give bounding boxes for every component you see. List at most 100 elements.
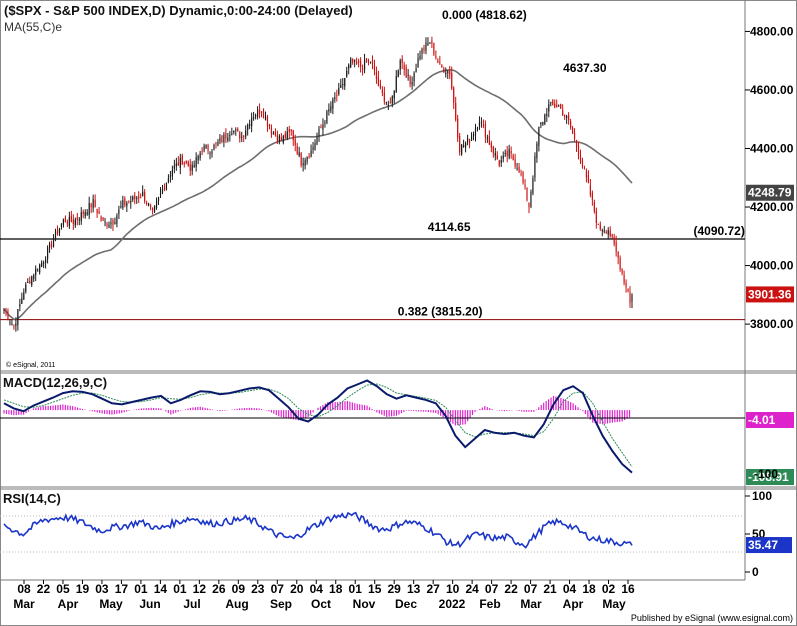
candle: [627, 288, 629, 293]
x-axis-day-labels: 08 22 05 19 03 17 01 14 01 12 26 09 23 07 20 04 18 01 15 29…: [17, 580, 635, 596]
candle: [280, 132, 282, 142]
candle: [64, 215, 67, 223]
candle: [148, 202, 150, 207]
candle: [52, 234, 55, 248]
candle: [474, 123, 477, 142]
candle: [506, 146, 508, 163]
candle: [215, 141, 217, 149]
candle: [320, 124, 322, 129]
candle: [560, 103, 562, 109]
price-annotation: 0.000 (4818.62): [442, 8, 527, 22]
candle: [74, 217, 76, 228]
candle: [203, 143, 205, 153]
x-day-label: 27: [426, 582, 440, 596]
candle: [114, 217, 116, 225]
candle: [348, 63, 350, 75]
candle: [496, 151, 498, 160]
candle: [98, 206, 100, 215]
candle: [233, 130, 235, 135]
candle: [118, 205, 120, 220]
ma-legend: MA(55,C)e: [4, 20, 62, 34]
candle: [601, 228, 603, 237]
candle: [609, 226, 611, 238]
candle: [356, 57, 358, 65]
candle: [579, 149, 582, 164]
candle: [607, 227, 609, 239]
candle: [407, 68, 409, 81]
candle: [116, 213, 118, 228]
candle: [344, 77, 346, 90]
candle: [23, 288, 25, 300]
candle: [27, 278, 29, 284]
candle: [581, 157, 584, 169]
candle: [568, 112, 570, 125]
candle: [429, 42, 431, 45]
x-month-label: Aug: [225, 597, 248, 611]
candle: [569, 118, 572, 130]
candle: [330, 101, 332, 114]
footer-credit: Published by eSignal (www.esignal.com): [631, 613, 793, 623]
candle: [171, 165, 173, 181]
candle: [11, 320, 13, 326]
candle: [88, 196, 90, 220]
candle: [526, 187, 528, 202]
candle: [175, 157, 177, 171]
candle: [106, 221, 108, 229]
candle: [130, 195, 132, 209]
candle: [185, 160, 187, 165]
x-month-label: Jun: [139, 597, 160, 611]
candle: [625, 279, 627, 293]
candle: [272, 131, 275, 135]
candle: [146, 200, 148, 206]
candle: [132, 195, 134, 202]
candle: [17, 309, 19, 331]
candle: [253, 111, 255, 121]
candle: [619, 255, 621, 272]
candle: [221, 134, 223, 144]
candle: [191, 161, 193, 176]
candle: [558, 104, 560, 107]
candle: [177, 155, 179, 166]
candle: [631, 293, 633, 309]
candle: [516, 162, 518, 171]
candle: [288, 125, 290, 139]
candle: [445, 67, 447, 78]
candle: [56, 225, 59, 236]
candle: [359, 57, 362, 73]
candle: [151, 207, 154, 215]
price-tick-label: 4800.00: [750, 24, 794, 38]
candle: [39, 263, 41, 275]
candle: [324, 120, 326, 128]
candle: [629, 286, 631, 308]
candle: [235, 127, 237, 136]
candle: [405, 64, 407, 78]
x-day-label: 21: [543, 582, 557, 596]
candle: [363, 53, 366, 74]
candle: [575, 139, 578, 152]
x-day-label: 10: [446, 582, 460, 596]
candle: [593, 199, 595, 214]
candle: [142, 185, 144, 197]
candle: [256, 106, 259, 120]
candle: [80, 207, 82, 225]
candle: [328, 103, 330, 116]
candle: [476, 126, 479, 132]
candle: [552, 99, 554, 106]
candle: [205, 144, 207, 150]
candle: [308, 153, 310, 159]
candle: [587, 170, 590, 184]
candle: [120, 200, 122, 209]
candle: [502, 151, 504, 163]
candle: [603, 225, 605, 234]
price-tag-label: 4248.79: [748, 186, 792, 200]
candle: [58, 227, 61, 237]
candle: [566, 114, 568, 124]
x-day-label: 19: [76, 582, 90, 596]
price-tick-label: 4400.00: [750, 141, 794, 155]
candle: [340, 78, 342, 88]
candle: [611, 233, 613, 239]
x-month-label: Apr: [563, 597, 584, 611]
candle: [258, 103, 261, 119]
price-tick-label: 3800.00: [750, 317, 794, 331]
candle: [354, 59, 356, 68]
